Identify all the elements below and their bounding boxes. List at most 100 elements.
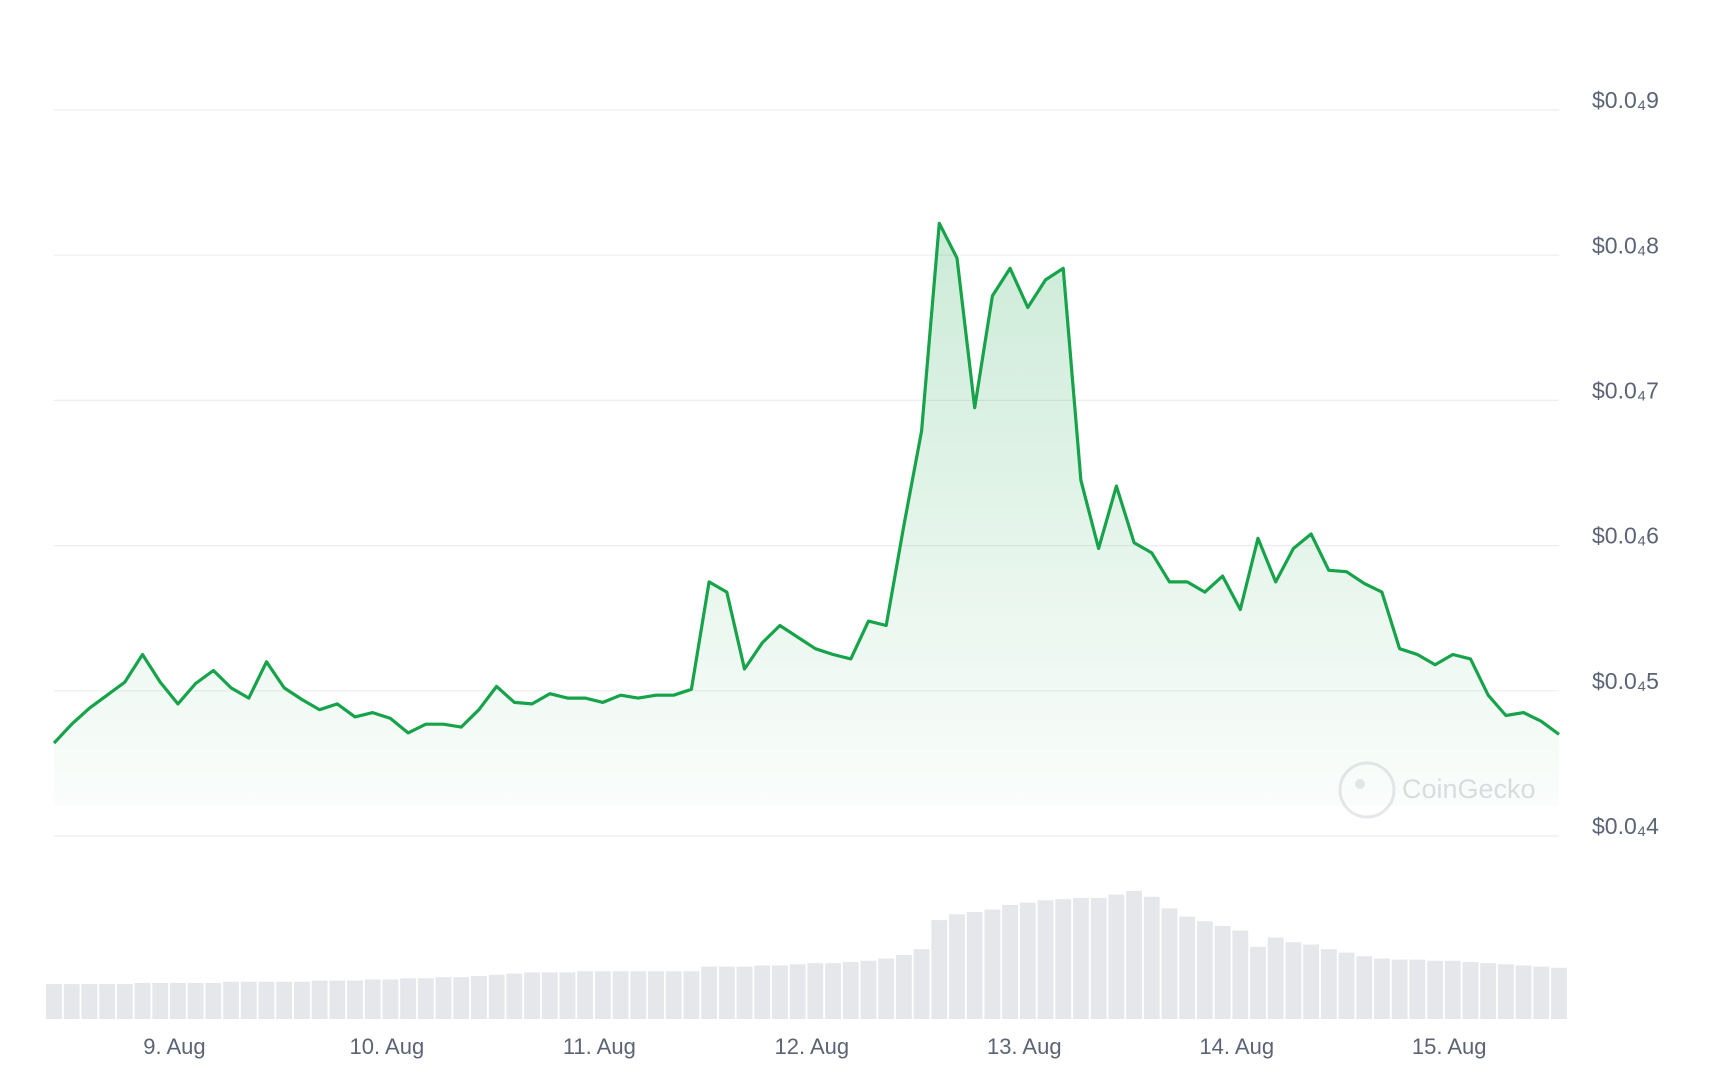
watermark-logo-eye [1355,779,1365,789]
volume-bar [895,955,912,1019]
volume-bar [169,982,186,1019]
y-tick-label: $0.0₄6 [1592,523,1659,549]
volume-bar [559,972,576,1019]
volume-bar [488,974,505,1019]
volume-bar [81,984,98,1019]
volume-bar [134,982,151,1019]
volume-bar [435,977,452,1019]
x-tick-label: 15. Aug [1412,1034,1487,1059]
x-tick-label: 14. Aug [1199,1034,1274,1059]
volume-bar [347,980,363,1019]
price-area [54,223,1559,807]
volume-bar [1462,961,1479,1019]
volume-bar [258,981,275,1019]
volume-bar [807,963,824,1019]
volume-bar [187,982,204,1019]
volume-bar [594,971,611,1019]
volume-bar [506,973,523,1019]
price-line [52,221,1560,745]
volume-bar [1037,900,1054,1019]
volume-bar [1391,959,1408,1019]
x-tick-label: 10. Aug [350,1034,425,1059]
volume-bar [1126,891,1143,1019]
volume-bar [1072,897,1089,1019]
volume-bar [1480,963,1497,1019]
volume-bar [541,972,558,1019]
volume-bar [1019,902,1036,1019]
volume-bar [382,979,399,1019]
volume-bar [364,979,381,1019]
volume-bar [701,966,718,1019]
watermark: CoinGecko [1338,761,1536,819]
volume-bar [470,975,487,1019]
y-tick-label: $0.0₄7 [1592,377,1659,403]
volume-bar [311,980,328,1019]
volume-bar [1055,899,1072,1019]
volume-bar [736,966,753,1019]
volume-bar [1444,960,1461,1019]
volume-bar [648,971,664,1019]
volume-bar [63,984,80,1019]
volume-bar [754,965,771,1019]
volume-bar [1356,956,1373,1019]
volume-bar [329,980,346,1019]
volume-bar [966,911,983,1019]
volume-bar [913,949,930,1019]
volume-bar [718,966,735,1019]
volume-bar [1551,967,1567,1019]
x-tick-label: 13. Aug [987,1034,1062,1059]
volume-bar [1533,966,1550,1019]
volume-bar [612,971,629,1019]
volume-bar [630,971,647,1019]
volume-bar [1267,937,1284,1019]
volume-bar [1214,925,1231,1019]
volume-bar [1497,964,1514,1019]
volume-bar [293,981,310,1019]
x-tick-label: 12. Aug [774,1034,849,1059]
y-tick-label: $0.0₄4 [1592,813,1659,839]
volume-bar [789,964,806,1019]
volume-bar [276,981,293,1019]
volume-bar [152,982,169,1019]
volume-bar [223,981,240,1019]
volume-bar [1409,959,1426,1019]
volume-bar [1002,904,1019,1019]
volume-bar [46,984,62,1019]
y-tick-label: $0.0₄8 [1592,232,1659,258]
y-tick-label: $0.0₄9 [1592,87,1659,113]
volume-bar [99,984,116,1019]
volume-bar [825,963,842,1019]
volume-bar [524,972,541,1019]
volume-bar [842,961,859,1019]
x-tick-label: 11. Aug [563,1034,636,1059]
volume-bar [417,978,434,1019]
x-tick-label: 9. Aug [143,1034,205,1059]
volume-bar [1320,949,1337,1019]
volume-bar [1143,896,1160,1019]
volume-bar [1427,960,1444,1019]
volume-bar [1285,942,1302,1019]
volume-bar [1250,946,1266,1019]
volume-bar [1196,921,1213,1019]
volume-bar [1303,944,1320,1019]
volume-bar [949,914,965,1019]
volume-bar [1161,908,1178,1019]
volume-bar [1179,916,1196,1019]
volume-bar [1090,897,1107,1019]
volume-bar [1338,952,1355,1019]
volume-bar [1232,930,1249,1019]
watermark-logo [1338,761,1396,819]
volume-bar [931,920,948,1019]
volume-bar [665,971,682,1019]
volume-bar [683,971,700,1019]
volume-bar [205,982,222,1019]
volume-bar [878,958,895,1019]
volume-bar [240,981,257,1019]
volume-bar [1373,958,1390,1019]
watermark-text: CoinGecko [1402,774,1536,804]
volume-bar [400,978,417,1019]
volume-bar [577,971,594,1019]
volume-bar [771,965,788,1019]
volume-bar [453,977,470,1019]
